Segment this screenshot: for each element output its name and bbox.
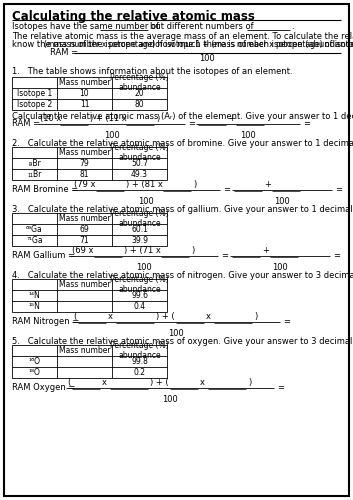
Text: 20: 20 (135, 89, 144, 98)
Text: ⁶⁹Ga: ⁶⁹Ga (26, 225, 43, 234)
Text: ¹⁵N: ¹⁵N (29, 302, 41, 311)
Text: know the mass of the isotope and how much there is of each isotope (abundance).: know the mass of the isotope and how muc… (12, 40, 353, 49)
Text: Calculate the relative atomic mass (Aᵣ) of the element. Give your answer to 1 de: Calculate the relative atomic mass (Aᵣ) … (12, 112, 353, 121)
Text: +: + (228, 114, 235, 123)
Bar (12, 279, 167, 312)
Text: 60.1: 60.1 (131, 225, 148, 234)
Text: 69: 69 (80, 225, 89, 234)
Text: 3.   Calculate the relative atomic mass of gallium. Give your answer to 1 decima: 3. Calculate the relative atomic mass of… (12, 205, 353, 214)
Text: 71: 71 (80, 236, 89, 245)
Text: 81: 81 (80, 170, 89, 179)
Bar (12, 213, 167, 246)
Text: 100: 100 (199, 54, 215, 63)
Text: 100: 100 (240, 131, 256, 140)
Text: Mass number: Mass number (59, 148, 110, 157)
Text: ): ) (254, 312, 257, 321)
Text: +: + (264, 180, 271, 189)
Text: Percentage (%)
abundance: Percentage (%) abundance (110, 143, 169, 162)
Text: ) + (71 x: ) + (71 x (124, 246, 161, 255)
Text: =: = (333, 252, 340, 260)
Text: 49.3: 49.3 (131, 170, 148, 179)
Text: The relative atomic mass is the average mass of an element. To calculate the rel: The relative atomic mass is the average … (12, 32, 353, 41)
Text: 4.   Calculate the relative atomic mass of nitrogen. Give your answer to 3 decim: 4. Calculate the relative atomic mass of… (12, 271, 353, 280)
Text: 100: 100 (136, 263, 152, 272)
Text: x: x (102, 378, 107, 387)
Text: (69 x: (69 x (72, 246, 94, 255)
Text: RAM Oxygen =: RAM Oxygen = (12, 384, 76, 392)
Text: x: x (108, 312, 113, 321)
Text: Isotopes have the same number of: Isotopes have the same number of (12, 22, 159, 31)
Text: 100: 100 (104, 131, 119, 140)
Text: ): ) (156, 114, 159, 123)
Text: ): ) (191, 246, 194, 255)
Text: ): ) (193, 180, 196, 189)
Text: RAM =: RAM = (12, 120, 40, 128)
Text: Percentage (%)
abundance: Percentage (%) abundance (110, 209, 169, 228)
Text: .: . (291, 22, 294, 31)
Text: (mass number x percentage)of isotope 1 + (mass number x percentage) of isotope 2: (mass number x percentage)of isotope 1 +… (44, 40, 353, 49)
Text: x: x (200, 378, 205, 387)
Text: ) + (11 x: ) + (11 x (90, 114, 127, 123)
Text: 1.   The table shows information about the isotopes of an element.: 1. The table shows information about the… (12, 67, 293, 76)
Text: 11: 11 (80, 100, 89, 109)
Bar (12, 77, 167, 110)
Text: =: = (335, 186, 342, 194)
Text: but different numbers of: but different numbers of (150, 22, 253, 31)
Text: 5.   Calculate the relative atomic mass of oxygen. Give your answer to 3 decimal: 5. Calculate the relative atomic mass of… (12, 337, 353, 346)
Text: ): ) (248, 378, 251, 387)
Text: Percentage (%)
abundance: Percentage (%) abundance (110, 275, 169, 294)
Text: ¹⁸O: ¹⁸O (29, 368, 41, 377)
Text: 99.6: 99.6 (131, 291, 148, 300)
Text: ₁₁Br: ₁₁Br (27, 170, 42, 179)
Text: Mass number: Mass number (59, 280, 110, 289)
Text: x: x (206, 312, 211, 321)
Text: Isotope 1: Isotope 1 (17, 89, 52, 98)
Text: ¹⁶O: ¹⁶O (29, 357, 41, 366)
Text: Percentage (%)
abundance: Percentage (%) abundance (110, 341, 169, 360)
Text: 80: 80 (135, 100, 144, 109)
Text: ) + (: ) + ( (156, 312, 175, 321)
Text: Mass number: Mass number (59, 214, 110, 223)
Text: RAM Gallium =: RAM Gallium = (12, 252, 75, 260)
Text: 100: 100 (272, 263, 288, 272)
Text: RAM Nitrogen =: RAM Nitrogen = (12, 318, 79, 326)
Text: ) + (81 x: ) + (81 x (126, 180, 163, 189)
Text: Percentage (%)
abundance: Percentage (%) abundance (110, 73, 169, 92)
Text: 79: 79 (80, 159, 89, 168)
Text: ⁷¹Ga: ⁷¹Ga (26, 236, 43, 245)
Text: 99.8: 99.8 (131, 357, 148, 366)
Text: (: ( (73, 312, 76, 321)
Text: (10 x: (10 x (40, 114, 61, 123)
Text: +: + (262, 246, 269, 255)
Text: =: = (303, 120, 310, 128)
Text: ₗ₉Br: ₗ₉Br (28, 159, 41, 168)
Text: =: = (188, 120, 195, 128)
Text: ¹⁴N: ¹⁴N (29, 291, 40, 300)
Text: 0.2: 0.2 (133, 368, 145, 377)
Text: ) + (: ) + ( (150, 378, 169, 387)
Text: Mass number: Mass number (59, 346, 110, 355)
Text: =: = (283, 318, 290, 326)
Text: Mass number: Mass number (59, 78, 110, 87)
Text: 10: 10 (80, 89, 89, 98)
Bar (12, 345, 167, 378)
Text: (: ( (67, 378, 70, 387)
Bar (12, 147, 167, 180)
Text: 100: 100 (162, 395, 178, 404)
Text: Isotope 2: Isotope 2 (17, 100, 52, 109)
Text: =: = (277, 384, 284, 392)
Text: 100: 100 (274, 197, 290, 206)
Text: 39.9: 39.9 (131, 236, 148, 245)
Text: RAM Bromine =: RAM Bromine = (12, 186, 78, 194)
Text: =: = (221, 252, 228, 260)
Text: =: = (223, 186, 230, 194)
Text: 100: 100 (168, 329, 184, 338)
Text: (79 x: (79 x (74, 180, 96, 189)
Text: 100: 100 (138, 197, 154, 206)
Text: 50.7: 50.7 (131, 159, 148, 168)
Text: Calculating the relative atomic mass: Calculating the relative atomic mass (12, 10, 255, 23)
Text: 0.4: 0.4 (133, 302, 145, 311)
Text: RAM =: RAM = (50, 48, 78, 57)
Text: 2.   Calculate the relative atomic mass of bromine. Give your answer to 1 decima: 2. Calculate the relative atomic mass of… (12, 139, 353, 148)
